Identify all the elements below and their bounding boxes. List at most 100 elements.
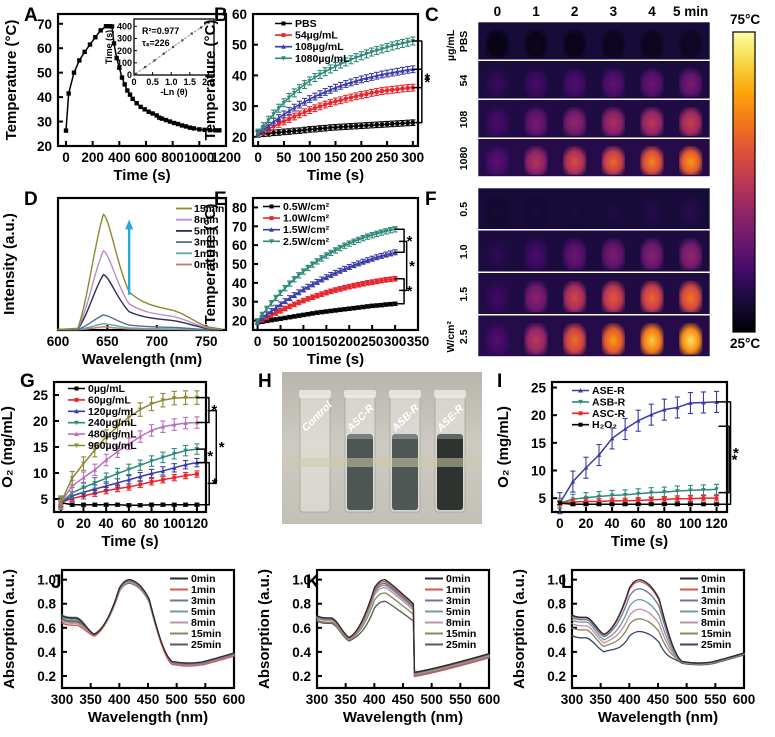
data-marker — [271, 124, 276, 129]
thermal-well — [524, 195, 548, 228]
data-marker — [276, 106, 282, 111]
data-marker — [183, 124, 189, 129]
data-marker — [635, 418, 641, 423]
data-marker — [137, 463, 143, 468]
data-marker — [119, 75, 125, 80]
data-marker — [578, 422, 583, 427]
y-tick-label: 40 — [37, 90, 52, 105]
data-marker — [623, 502, 628, 507]
data-marker — [364, 52, 369, 57]
y-tick-label: 70 — [37, 17, 52, 32]
panel-label-D: D — [24, 189, 38, 210]
y-tick-label: 0.4 — [547, 645, 566, 660]
thermal-row-bg — [478, 22, 710, 60]
x-tick-label: 100 — [298, 150, 321, 165]
data-marker — [127, 92, 133, 97]
y-tick-label: 0.8 — [547, 597, 566, 612]
x-tick-label: 500 — [420, 692, 443, 707]
data-marker — [310, 262, 315, 267]
data-marker — [400, 68, 405, 73]
y-tick-label: 5 — [40, 492, 48, 507]
x-tick-label: 0 — [556, 516, 564, 531]
data-marker — [343, 96, 348, 101]
data-marker — [623, 499, 628, 503]
data-marker — [81, 461, 86, 466]
inset-y-tick-label: 0 — [127, 70, 132, 80]
colorbar-max-label: 75°C — [730, 12, 760, 27]
data-marker — [385, 88, 389, 93]
data-marker — [69, 483, 75, 488]
data-marker — [144, 65, 147, 69]
data-marker — [297, 102, 302, 107]
sig-star-2: * — [212, 476, 218, 493]
data-marker — [307, 79, 313, 84]
data-marker — [328, 125, 333, 130]
legend-label-1: 54µg/mL — [295, 30, 338, 42]
data-marker — [287, 304, 292, 309]
data-marker — [369, 123, 374, 128]
data-marker — [307, 127, 312, 132]
panel-label-F: F — [425, 189, 437, 210]
x-tick-label: 400 — [108, 692, 131, 707]
data-marker — [160, 477, 165, 482]
x-tick-label: 700 — [146, 334, 169, 349]
legend-label-3: 1080µg/mL — [295, 53, 350, 65]
data-marker — [324, 253, 329, 258]
x-tick-label: 40 — [605, 516, 620, 531]
data-marker — [649, 502, 654, 507]
y-tick-label: 20 — [37, 139, 52, 154]
thermal-well — [524, 280, 548, 313]
data-marker — [312, 94, 318, 99]
legend-label-1: 1.0W/cm² — [283, 213, 330, 225]
sig-star-1: * — [407, 283, 413, 300]
data-marker — [622, 426, 628, 431]
legend-label-4: 8min — [191, 617, 216, 629]
thermal-well — [485, 323, 509, 355]
legend-label-5: 15min — [446, 628, 476, 640]
thermal-well — [524, 323, 548, 355]
sig-bracket-1 — [412, 68, 423, 89]
data-marker — [115, 449, 120, 454]
panelE-xlabel: Time (s) — [307, 351, 364, 368]
data-marker — [354, 124, 359, 128]
data-marker — [179, 123, 185, 128]
x-tick-label: 100 — [679, 516, 702, 531]
inset-x-tick-label: 0.5 — [146, 77, 159, 87]
data-marker — [596, 452, 602, 457]
data-marker — [360, 259, 366, 264]
data-marker — [688, 496, 693, 501]
data-marker — [259, 313, 265, 318]
colorbar-gradient — [732, 31, 756, 333]
panelD-xlabel: Wavelength (nm) — [82, 351, 202, 368]
data-marker — [688, 488, 693, 493]
x-tick-label: 600 — [478, 692, 501, 707]
data-marker — [103, 457, 109, 462]
legend-label-5: 15min — [191, 628, 221, 640]
data-marker — [400, 41, 405, 46]
data-marker — [319, 310, 324, 314]
data-marker — [319, 256, 325, 261]
data-marker — [149, 459, 154, 464]
colorbar-min-label: 25°C — [730, 336, 760, 351]
thermal-row-bg — [478, 188, 710, 229]
data-marker — [117, 65, 122, 70]
tube-cap — [344, 390, 376, 398]
thermal-well — [524, 107, 548, 136]
data-marker — [349, 95, 353, 100]
sig-bracket-2 — [398, 240, 408, 292]
x-tick-label: 40 — [99, 516, 114, 531]
data-marker — [301, 287, 306, 292]
data-marker — [351, 306, 356, 311]
data-marker — [322, 89, 328, 94]
data-marker — [207, 127, 213, 133]
data-marker — [115, 486, 120, 491]
panelI-xlabel: Time (s) — [611, 533, 668, 550]
thermal-well — [601, 68, 625, 97]
x-tick-label: 300 — [51, 692, 74, 707]
data-marker — [181, 39, 184, 42]
data-marker — [570, 479, 576, 484]
data-marker — [305, 284, 311, 289]
legend-label-1: 1min — [701, 584, 726, 596]
y-tick-label: 1.0 — [37, 573, 56, 588]
data-marker — [348, 57, 354, 63]
